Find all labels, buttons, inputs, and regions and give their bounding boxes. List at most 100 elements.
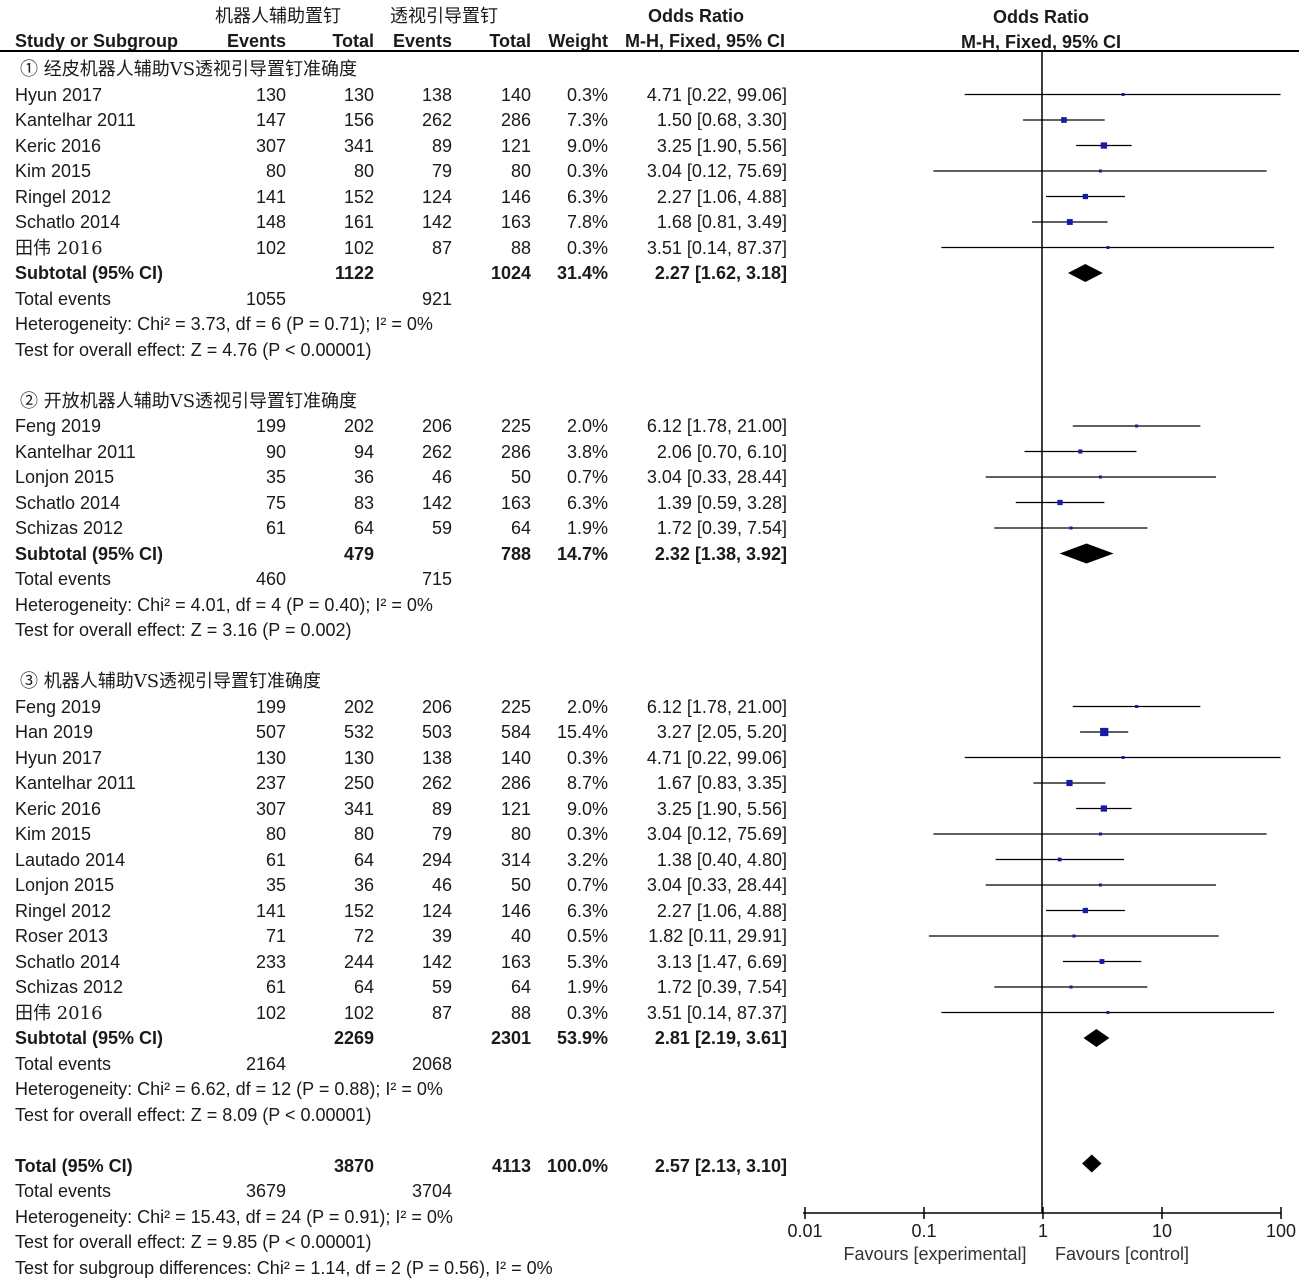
or-ci-cell: 3.13 [1.47, 6.69] [656,951,787,972]
study-row: Ringel 2012 141 152 124 146 6.3% 2.27 [1.06, 4… [0,185,800,210]
total1-cell: 80 [353,824,374,844]
weight-cell: 9.0% [566,798,608,819]
subtotal-ci: 2.27 [1.62, 3.18] [654,263,787,283]
events2-cell: 262 [421,441,452,462]
total1-cell: 72 [353,926,374,946]
study-name: Keric 2016 [15,135,102,156]
weight-cell: 0.3% [566,161,608,181]
weight-header: Weight [548,31,608,51]
pooled-diamond [1059,543,1114,564]
study-row: Lonjon 2015 35 36 46 50 0.7% 3.04 [0.33, 28.44… [0,465,800,490]
pooled-diamond [1083,1029,1110,1047]
events2-cell: 59 [431,518,452,538]
events2-cell: 138 [421,84,452,105]
weight-cell: 2.0% [566,696,608,717]
effect-square [1057,499,1063,506]
events2-cell: 206 [421,696,452,717]
effect-square [1066,779,1073,787]
events2-cell: 262 [421,773,452,793]
effect-square [1078,449,1083,454]
overall-effect-row: Test for overall effect: Z = 4.76 (P < 0… [0,338,800,363]
x-tick-label: 1 [1038,1221,1048,1241]
group1-header: 机器人辅助置钉 [215,6,341,27]
or-ci-cell: 6.12 [1.78, 21.00] [646,416,787,436]
study-row: Schizas 2012 61 64 59 64 1.9% 1.72 [0.39, 7.54… [0,516,800,541]
or-ci-cell: 3.27 [2.05, 5.20] [656,722,787,742]
subgroup-title: ① 经皮机器人辅助VS透视引导置钉准确度 [20,59,358,80]
or-ci-cell: 3.04 [0.12, 75.69] [646,824,787,844]
total2-cell: 225 [500,696,531,717]
total2-cell: 163 [500,951,531,972]
study-name: Han 2019 [15,722,94,742]
weight-cell: 15.4% [556,722,608,742]
effect-square [1082,193,1089,200]
grand-events-row: Total events 3679 3704 [0,1179,800,1204]
weight-cell: 7.8% [566,212,608,232]
total1-cell: 152 [343,900,374,921]
total1-cell: 156 [343,110,374,130]
total1-cell: 250 [343,773,374,793]
study-row: Lautado 2014 61 64 294 314 3.2% 1.38 [0.40, 4.… [0,848,800,873]
total2-cell: 50 [510,875,531,895]
total-events2: 2068 [411,1053,452,1074]
events1-cell: 102 [255,1002,286,1023]
or-header-row: Odds Ratio [0,4,800,29]
effect-square [1100,805,1108,812]
weight-cell: 0.3% [566,824,608,844]
study-name: Lautado 2014 [15,849,126,870]
total2-cell: 286 [500,773,531,793]
total2-header: Total [489,31,531,51]
subtotal-row: Subtotal (95% CI) 1122 1024 31.4% 2.27 [1.62… [0,261,800,286]
weight-cell: 7.3% [566,110,608,130]
forest-table: 机器人辅助置钉 透视引导置钉 Odds Ratio Study or Subgr… [0,4,800,1278]
study-name: Feng 2019 [15,416,102,436]
subgroup-diff-row: Test for subgroup differences: Chi² = 1.… [0,1256,800,1281]
weight-cell: 6.3% [566,492,608,513]
effect-square [1106,246,1110,249]
total-events-row: Total events 460 715 [0,567,800,592]
total1-cell: 64 [353,977,374,997]
total2-cell: 140 [500,747,531,768]
subgroup-title-row: ③ 机器人辅助VS透视引导置钉准确度 [0,669,800,694]
study-row: Schizas 2012 61 64 59 64 1.9% 1.72 [0.39, 7.54… [0,975,800,1000]
total-ci: 2.57 [2.13, 3.10] [654,1155,787,1176]
subtotal-label: Subtotal (95% CI) [15,1028,164,1048]
events1-cell: 307 [255,798,286,819]
or-header-left: Odds Ratio [648,6,745,26]
weight-cell: 1.9% [566,977,608,997]
favours-control-label: Favours [control] [1055,1244,1189,1264]
study-row: Keric 2016 307 341 89 121 9.0% 3.25 [1.90, 5.5… [0,797,800,822]
subtotal-total1: 479 [343,543,374,564]
heterogeneity-row: Heterogeneity: Chi² = 4.01, df = 4 (P = … [0,593,800,618]
subtotal-label: Subtotal (95% CI) [15,543,164,564]
subgroup-title-row: ① 经皮机器人辅助VS透视引导置钉准确度 [0,57,800,82]
weight-cell: 3.8% [566,441,608,462]
events1-cell: 35 [265,875,286,895]
study-row: Han 2019 507 532 503 584 15.4% 3.27 [2.05, 5.2… [0,720,800,745]
total-events-row: Total events 2164 2068 [0,1052,800,1077]
total-total1: 3870 [333,1155,374,1176]
subtotal-total2: 788 [500,543,531,564]
total2-cell: 40 [510,926,531,946]
total1-cell: 80 [353,161,374,181]
events2-header: Events [392,31,452,51]
grand-events1: 3679 [245,1181,286,1201]
effect-square [1069,526,1073,530]
effect-square [1082,907,1089,914]
weight-cell: 0.3% [566,1002,608,1023]
or-ci-cell: 1.82 [0.11, 29.91] [648,926,787,946]
or-ci-cell: 3.04 [0.33, 28.44] [646,875,787,895]
events2-cell: 262 [421,110,452,130]
weight-cell: 1.9% [566,518,608,538]
study-name: Lonjon 2015 [15,467,115,487]
study-header: Study or Subgroup [15,31,178,51]
events1-cell: 61 [265,849,286,870]
events1-cell: 80 [265,161,286,181]
total2-cell: 140 [500,84,531,105]
overall-effect-row: Test for overall effect: Z = 8.09 (P < 0… [0,1103,800,1128]
subgroup-diff-text: Test for subgroup differences: Chi² = 1.… [15,1257,553,1278]
study-row: Kantelhar 2011 147 156 262 286 7.3% 1.50 [0.68… [0,108,800,133]
total-weight: 100.0% [546,1155,608,1176]
study-name: 田伟 2016 [15,1002,103,1024]
events1-cell: 61 [265,518,286,538]
